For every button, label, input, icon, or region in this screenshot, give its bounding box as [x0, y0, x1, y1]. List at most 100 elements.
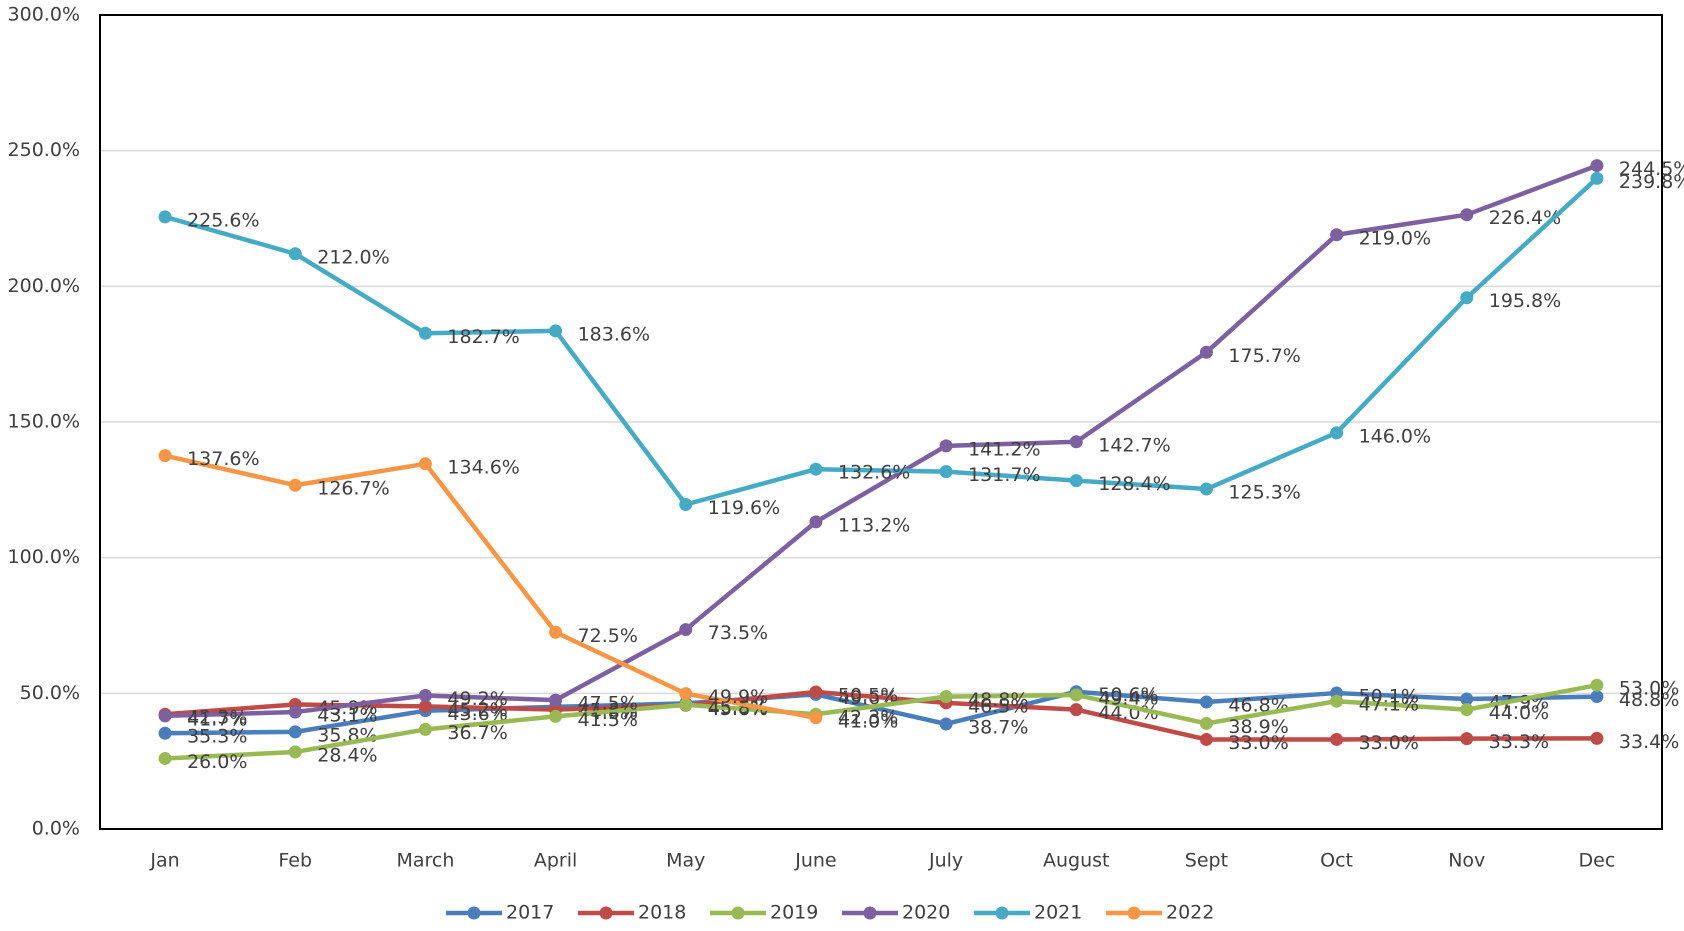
data-point	[1330, 694, 1344, 708]
legend-marker	[599, 906, 613, 920]
data-point	[1199, 732, 1213, 746]
legend-marker	[467, 906, 481, 920]
data-label: 33.3%	[1489, 731, 1549, 753]
data-label: 146.0%	[1359, 425, 1431, 447]
series-line	[164, 682, 1598, 761]
x-tick-label: May	[666, 850, 705, 872]
legend-marker	[995, 906, 1009, 920]
data-label: 141.2%	[968, 438, 1040, 460]
data-point	[418, 326, 432, 340]
data-point	[549, 709, 563, 723]
data-point	[679, 687, 693, 701]
data-point	[1590, 731, 1604, 745]
data-label: 125.3%	[1228, 482, 1300, 504]
data-point	[288, 478, 302, 492]
data-point	[939, 717, 953, 731]
legend-label: 2018	[638, 902, 686, 924]
data-label: 219.0%	[1359, 227, 1431, 249]
data-label: 45.2%	[447, 699, 507, 721]
series: 225.6% 212.0% 182.7% 183.6% 119.6% 132.6% 131.…	[158, 171, 1684, 519]
data-label: 73.5%	[708, 622, 768, 644]
data-point	[288, 705, 302, 719]
legend-label: 2022	[1166, 902, 1214, 924]
data-point	[679, 497, 693, 511]
data-label: 41.7%	[187, 708, 247, 730]
data-point	[1460, 692, 1474, 706]
x-tick-label: April	[534, 850, 577, 872]
x-tick-label: Sept	[1185, 850, 1228, 872]
y-tick-label: 150.0%	[8, 411, 80, 433]
data-label: 33.0%	[1359, 732, 1419, 754]
data-point	[288, 725, 302, 739]
data-point	[679, 698, 693, 712]
series: 35.3% 35.8%43.6% 45.0% 46.3% 49.6%38.7%50.6%…	[158, 684, 1679, 748]
legend-label: 2021	[1034, 902, 1082, 924]
data-label: 126.7%	[317, 478, 389, 500]
data-label: 131.7%	[968, 464, 1040, 486]
y-tick-label: 50.0%	[20, 682, 80, 704]
data-label: 182.7%	[447, 326, 519, 348]
data-label: 212.0%	[317, 246, 389, 268]
y-tick-label: 300.0%	[8, 4, 80, 26]
data-point	[158, 210, 172, 224]
data-point	[1069, 435, 1083, 449]
series: 137.6% 126.7% 134.6% 72.5% 49.9% 41.0%	[158, 448, 898, 732]
legend-marker	[731, 906, 745, 920]
x-tick-label: Feb	[278, 850, 312, 872]
data-point	[1590, 690, 1604, 704]
data-label: 35.3%	[187, 726, 247, 748]
y-tick-label: 200.0%	[8, 275, 80, 297]
legend-label: 2020	[902, 902, 950, 924]
x-tick-label: July	[928, 850, 963, 872]
data-label: 48.8%	[968, 689, 1028, 711]
data-point	[288, 247, 302, 261]
y-tick-label: 250.0%	[8, 139, 80, 161]
data-point	[158, 449, 172, 463]
x-tick-label: Dec	[1579, 850, 1616, 872]
legend-label: 2019	[770, 902, 818, 924]
data-label: 137.6%	[187, 448, 259, 470]
data-point	[1069, 688, 1083, 702]
x-tick-label: Jan	[149, 850, 179, 872]
data-label: 26.0%	[187, 751, 247, 773]
data-point	[1460, 703, 1474, 717]
data-label: 132.6%	[838, 462, 910, 484]
data-label: 36.7%	[447, 722, 507, 744]
data-point	[288, 745, 302, 759]
data-point	[1199, 482, 1213, 496]
data-label: 46.5%	[968, 695, 1028, 717]
data-label: 142.7%	[1098, 434, 1170, 456]
y-tick-label: 0.0%	[32, 818, 80, 840]
data-label: 49.9%	[708, 686, 768, 708]
data-point	[1590, 159, 1604, 173]
data-label: 225.6%	[187, 209, 259, 231]
data-label: 48.8%	[1619, 689, 1679, 711]
data-label: 42.3%	[838, 707, 898, 729]
data-point	[418, 699, 432, 713]
data-label: 49.4%	[1098, 687, 1158, 709]
legend-marker	[863, 906, 877, 920]
y-tick-label: 100.0%	[8, 546, 80, 568]
data-point	[1460, 291, 1474, 305]
data-label: 28.4%	[317, 744, 377, 766]
x-tick-label: Nov	[1448, 850, 1485, 872]
series-line	[165, 163, 1598, 719]
data-label: 50.5%	[838, 684, 898, 706]
data-point	[1590, 678, 1604, 692]
x-tick-label: June	[794, 850, 836, 872]
data-label: 38.9%	[1228, 716, 1288, 738]
data-point	[158, 751, 172, 765]
data-point	[809, 515, 823, 529]
data-label: 41.5%	[578, 709, 638, 731]
data-point	[1460, 208, 1474, 222]
series: 41.7% 43.1% 49.2% 47.5% 73.5% 113.2% 141.2% 142…	[158, 158, 1684, 730]
data-label: 72.5%	[578, 625, 638, 647]
data-label: 128.4%	[1098, 473, 1170, 495]
data-point	[549, 324, 563, 338]
data-label: 43.1%	[317, 705, 377, 727]
data-point	[418, 689, 432, 703]
data-point	[1460, 732, 1474, 746]
data-label: 53.0%	[1619, 678, 1679, 700]
data-label: 226.4%	[1489, 207, 1561, 229]
